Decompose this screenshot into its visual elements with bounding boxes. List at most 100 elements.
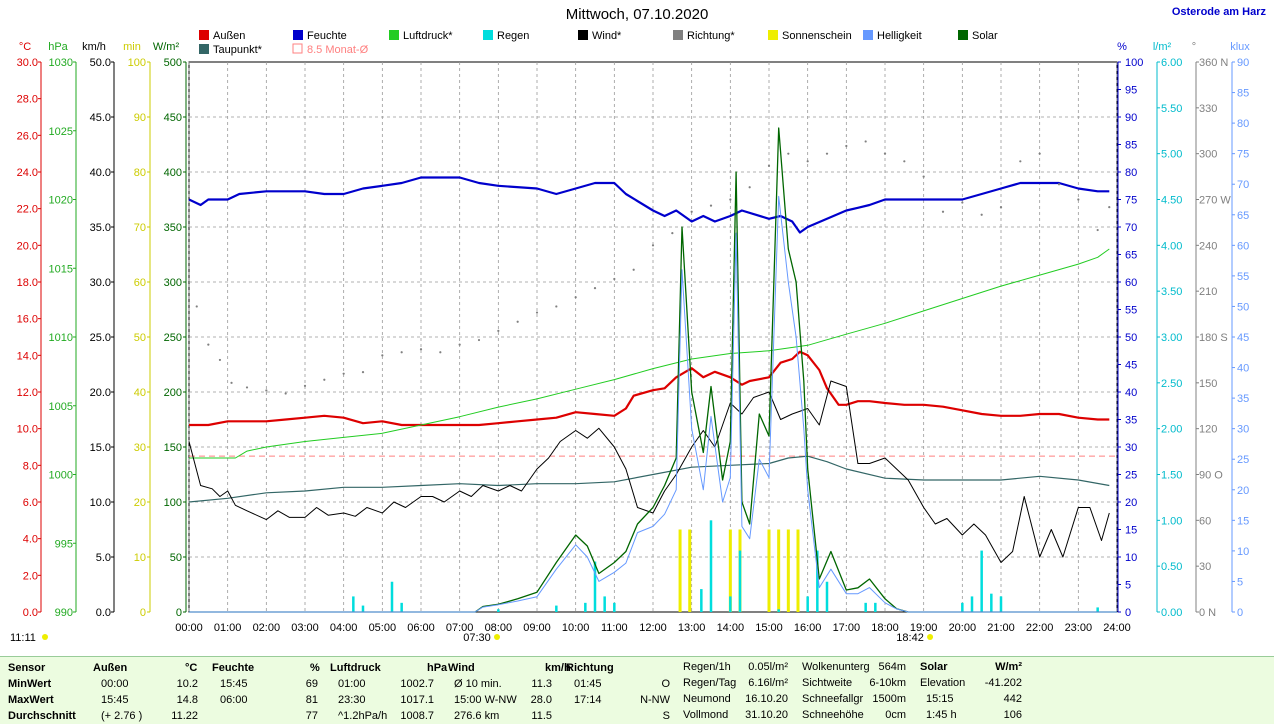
axis-tick-label: 90 <box>1125 112 1137 124</box>
axis-tick-label: 1030 <box>49 57 73 69</box>
stats-extra-value: 0.05l/m² <box>698 661 788 673</box>
point-richtung <box>671 232 673 234</box>
axis-tick-label: 12.0 <box>17 387 38 399</box>
axis-tick-label: 5 <box>1125 580 1131 592</box>
axis-tick-label: 270 W <box>1199 195 1231 207</box>
legend-label: 8.5 Monat-Ø <box>307 44 369 56</box>
bar-regen <box>613 603 616 612</box>
x-tick-label: 09:00 <box>523 622 551 634</box>
axis-tick-label: 50 <box>170 552 182 564</box>
point-richtung <box>285 392 287 394</box>
axis-tick-label: 5.0 <box>96 552 111 564</box>
axis-tick-label: 60 <box>1125 277 1137 289</box>
legend-label: Regen <box>497 30 529 42</box>
axis-tick-label: 28.0 <box>17 94 38 106</box>
stats-time: 15:45 <box>220 678 248 690</box>
legend-label: Feuchte <box>307 30 347 42</box>
x-tick-label: 16:00 <box>794 622 822 634</box>
daylength-label: 11:11 <box>10 632 36 644</box>
stats-extra-value: 442 <box>932 693 1022 705</box>
axis-tick-label: 0.50 <box>1161 561 1182 573</box>
bar-regen <box>710 520 713 612</box>
x-tick-label: 18:00 <box>871 622 899 634</box>
axis-tick-label: 10 <box>1125 552 1137 564</box>
axis-tick-label: 1025 <box>49 126 73 138</box>
axis-tick-label: 65 <box>1237 210 1249 222</box>
axis-tick-label: 90 O <box>1199 470 1223 482</box>
axis-tick-label: 50.0 <box>90 57 111 69</box>
stats-value: 11.22 <box>138 710 198 722</box>
axis-tick-label: 210 <box>1199 286 1217 298</box>
x-tick-label: 10:00 <box>562 622 590 634</box>
axis-tick-label: 450 <box>164 112 182 124</box>
axis-tick-label: 45 <box>1237 332 1249 344</box>
axis-tick-label: 25 <box>1125 470 1137 482</box>
axis-tick-label: 2.00 <box>1161 424 1182 436</box>
point-richtung <box>710 205 712 207</box>
bar-regen <box>971 596 974 612</box>
axis-tick-label: 45.0 <box>90 112 111 124</box>
point-richtung <box>497 330 499 332</box>
axis-tick-label: 1020 <box>49 195 73 207</box>
stats-extra-value: 6.16l/m² <box>698 677 788 689</box>
axis-tick-label: 60 <box>1237 240 1249 252</box>
axis-tick-label: 5 <box>1237 576 1243 588</box>
bar-regen <box>391 582 394 612</box>
axis-unit: W/m² <box>153 41 180 53</box>
bar-regen <box>603 596 606 612</box>
point-richtung <box>265 389 267 391</box>
x-tick-label: 14:00 <box>717 622 745 634</box>
stats-time: (+ 2.76 ) <box>101 710 142 722</box>
axis-tick-label: 1000 <box>49 470 73 482</box>
point-richtung <box>981 214 983 216</box>
point-richtung <box>749 186 751 188</box>
sunrise-icon <box>494 634 500 640</box>
point-richtung <box>1019 160 1021 162</box>
stats-value: 69 <box>258 678 318 690</box>
axis-tick-label: 0 <box>1125 607 1131 619</box>
x-tick-label: 03:00 <box>291 622 319 634</box>
stats-extra-value: 16.10.20 <box>698 693 788 705</box>
stats-value: 11.3 <box>492 678 552 690</box>
stats-panel: Sensor MinWert MaxWert Durchschnitt Außen °C 0… <box>0 656 1274 724</box>
axis-tick-label: 80 <box>1237 118 1249 130</box>
bar-regen <box>980 551 983 612</box>
axis-tick-label: 200 <box>164 387 182 399</box>
legend-label: Außen <box>213 30 245 42</box>
axis-unit: °C <box>19 41 31 53</box>
point-richtung <box>536 311 538 313</box>
stats-row-label: MaxWert <box>8 694 54 706</box>
stats-time: 17:14 <box>574 694 602 706</box>
axis-tick-label: 10 <box>134 552 146 564</box>
stats-extra-value: 106 <box>932 709 1022 721</box>
axis-tick-label: 40 <box>134 387 146 399</box>
axis-tick-label: 20.0 <box>17 240 38 252</box>
stats-time: 01:00 <box>338 678 366 690</box>
x-tick-label: 24:00 <box>1103 622 1131 634</box>
point-richtung <box>401 351 403 353</box>
stats-row-label: MinWert <box>8 678 51 690</box>
bar-regen <box>777 609 780 612</box>
point-richtung <box>1000 206 1002 208</box>
legend-label: Solar <box>972 30 998 42</box>
stats-value: 28.0 <box>492 694 552 706</box>
stats-header: Feuchte <box>212 662 254 674</box>
point-richtung <box>207 344 209 346</box>
axis-tick-label: 30 <box>134 442 146 454</box>
axis-tick-label: 0 N <box>1199 607 1216 619</box>
axis-tick-label: 70 <box>134 222 146 234</box>
legend-swatch <box>768 30 778 40</box>
axis-tick-label: 80 <box>1125 167 1137 179</box>
axis-tick-label: 250 <box>164 332 182 344</box>
stats-value: 10.2 <box>138 678 198 690</box>
point-richtung <box>575 296 577 298</box>
axis-tick-label: 0 <box>176 607 182 619</box>
point-richtung <box>439 351 441 353</box>
axis-tick-label: 10.0 <box>90 497 111 509</box>
x-tick-label: 12:00 <box>639 622 667 634</box>
axis-tick-label: 55 <box>1237 271 1249 283</box>
axis-unit: klux <box>1230 41 1250 53</box>
axis-tick-label: 50 <box>1125 332 1137 344</box>
axis-tick-label: 100 <box>1125 57 1143 69</box>
axis-tick-label: 6.00 <box>1161 57 1182 69</box>
